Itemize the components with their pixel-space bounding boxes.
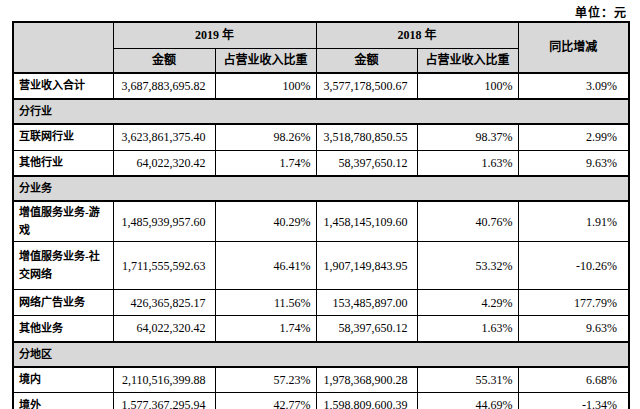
cell-ratio-2018: 55.31%	[417, 367, 518, 393]
cell-amount-2018: 1,907,149,843.95	[316, 242, 417, 290]
cell-amount-2019: 426,365,825.17	[113, 290, 215, 316]
row-label: 增值服务业务-游戏	[13, 201, 113, 242]
table-header: 2019 年 2018 年 同比增减 金额 占营业收入比重 金额 占营业收入比重	[13, 22, 629, 73]
cell-ratio-2018: 40.76%	[417, 201, 518, 242]
cell-amount-2019: 3,623,861,375.40	[113, 124, 215, 150]
row-label: 增值服务业务-社交网络	[13, 242, 113, 290]
cell-ratio-2019: 40.29%	[215, 201, 316, 242]
cell-ratio-2019: 46.41%	[215, 242, 316, 290]
row-label: 其他行业	[13, 150, 113, 176]
table-row: 境外1,577,367,295.9442.77%1,598,809,600.39…	[13, 393, 629, 409]
cell-amount-2019: 3,687,883,695.82	[113, 73, 215, 99]
ratio-2019-header: 占营业收入比重	[215, 48, 316, 73]
cell-amount-2018: 1,978,368,900.28	[316, 367, 417, 393]
amount-2018-header: 金额	[316, 48, 417, 73]
cell-yoy-change: 2.99%	[518, 124, 629, 150]
cell-amount-2018: 58,397,650.12	[316, 150, 417, 176]
row-label: 境内	[13, 367, 113, 393]
cell-yoy-change: 1.91%	[518, 201, 629, 242]
cell-amount-2019: 1,485,939,957.60	[113, 201, 215, 242]
cell-ratio-2019: 42.77%	[215, 393, 316, 409]
cell-ratio-2019: 1.74%	[215, 316, 316, 342]
cell-ratio-2018: 1.63%	[417, 316, 518, 342]
cell-yoy-change: -10.26%	[518, 242, 629, 290]
cell-yoy-change: 9.63%	[518, 150, 629, 176]
cell-yoy-change: 3.09%	[518, 73, 629, 99]
section-row: 分地区	[13, 342, 629, 367]
cell-ratio-2018: 100%	[417, 73, 518, 99]
unit-label: 单位：元	[575, 3, 627, 21]
cell-ratio-2018: 98.37%	[417, 124, 518, 150]
ratio-2018-header: 占营业收入比重	[417, 48, 518, 73]
amount-2019-header: 金额	[113, 48, 215, 73]
table-row: 营业收入合计3,687,883,695.82100%3,577,178,500.…	[13, 73, 629, 99]
section-label: 分地区	[13, 342, 629, 367]
cell-amount-2019: 64,022,320.42	[113, 150, 215, 176]
year-group-2018: 2018 年	[316, 22, 518, 48]
cell-ratio-2018: 44.69%	[417, 393, 518, 409]
cell-ratio-2019: 98.26%	[215, 124, 316, 150]
table-row: 增值服务业务-社交网络1,711,555,592.6346.41%1,907,1…	[13, 242, 629, 290]
table-body: 营业收入合计3,687,883,695.82100%3,577,178,500.…	[13, 73, 629, 409]
cell-ratio-2018: 53.32%	[417, 242, 518, 290]
report-page: 单位：元 2019 年 2018 年 同比增减 金额 占营业收入比重 金额 占营…	[0, 0, 640, 409]
cell-amount-2019: 1,577,367,295.94	[113, 393, 215, 409]
cell-yoy-change: -1.34%	[518, 393, 629, 409]
cell-amount-2018: 1,458,145,109.60	[316, 201, 417, 242]
yoy-change-header: 同比增减	[518, 22, 629, 73]
cell-ratio-2018: 4.29%	[417, 290, 518, 316]
cell-amount-2019: 64,022,320.42	[113, 316, 215, 342]
row-label: 境外	[13, 393, 113, 409]
cell-amount-2019: 2,110,516,399.88	[113, 367, 215, 393]
cell-amount-2018: 58,397,650.12	[316, 316, 417, 342]
cell-yoy-change: 177.79%	[518, 290, 629, 316]
table-row: 其他业务64,022,320.421.74%58,397,650.121.63%…	[13, 316, 629, 342]
cell-ratio-2019: 11.56%	[215, 290, 316, 316]
cell-amount-2018: 3,577,178,500.67	[316, 73, 417, 99]
section-row: 分行业	[13, 99, 629, 124]
revenue-breakdown-table: 2019 年 2018 年 同比增减 金额 占营业收入比重 金额 占营业收入比重…	[12, 21, 630, 409]
year-group-2019: 2019 年	[113, 22, 316, 48]
cell-ratio-2019: 100%	[215, 73, 316, 99]
cell-yoy-change: 6.68%	[518, 367, 629, 393]
table-row: 其他行业64,022,320.421.74%58,397,650.121.63%…	[13, 150, 629, 176]
cell-ratio-2019: 57.23%	[215, 367, 316, 393]
table-row: 增值服务业务-游戏1,485,939,957.6040.29%1,458,145…	[13, 201, 629, 242]
table-row: 境内2,110,516,399.8857.23%1,978,368,900.28…	[13, 367, 629, 393]
row-label: 互联网行业	[13, 124, 113, 150]
table-row: 网络广告业务426,365,825.1711.56%153,485,897.00…	[13, 290, 629, 316]
cell-yoy-change: 9.63%	[518, 316, 629, 342]
cell-ratio-2019: 1.74%	[215, 150, 316, 176]
row-label: 其他业务	[13, 316, 113, 342]
cell-amount-2018: 1,598,809,600.39	[316, 393, 417, 409]
section-row: 分业务	[13, 176, 629, 201]
section-label: 分业务	[13, 176, 629, 201]
row-label: 网络广告业务	[13, 290, 113, 316]
row-label: 营业收入合计	[13, 73, 113, 99]
cell-amount-2019: 1,711,555,592.63	[113, 242, 215, 290]
section-label: 分行业	[13, 99, 629, 124]
cell-amount-2018: 3,518,780,850.55	[316, 124, 417, 150]
header-row-years: 2019 年 2018 年 同比增减	[13, 22, 629, 48]
corner-cell	[13, 22, 113, 73]
table-row: 互联网行业3,623,861,375.4098.26%3,518,780,850…	[13, 124, 629, 150]
cell-ratio-2018: 1.63%	[417, 150, 518, 176]
cell-amount-2018: 153,485,897.00	[316, 290, 417, 316]
